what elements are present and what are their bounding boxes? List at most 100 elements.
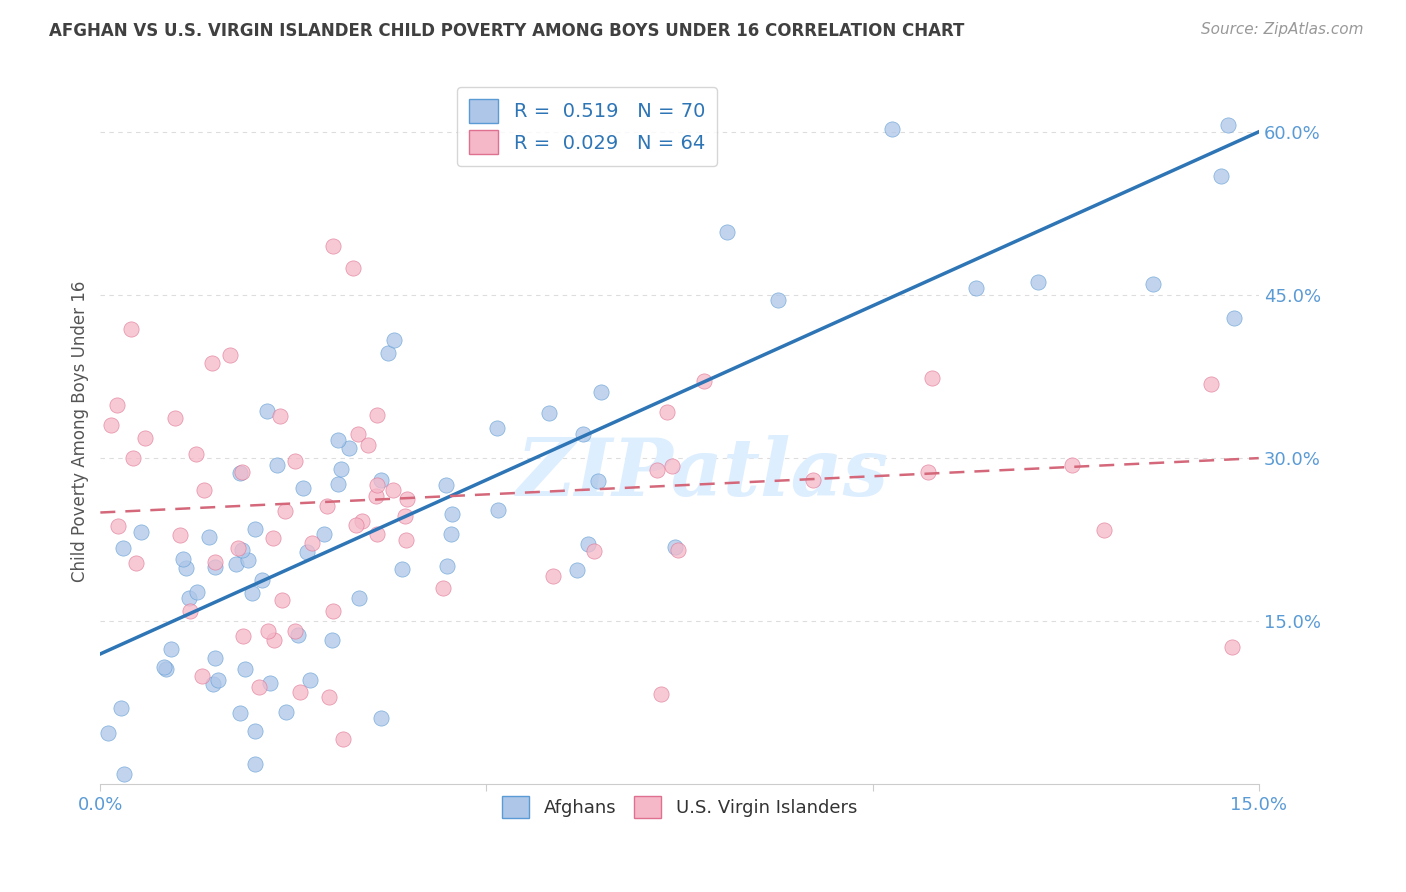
Point: [186, 585, 208, 599]
Point: [257, 624, 280, 639]
Point: [245, 522, 267, 536]
Point: [193, 483, 215, 498]
Point: [567, 563, 589, 577]
Point: [364, 489, 387, 503]
Point: [1092, 523, 1115, 537]
Point: [243, 723, 266, 738]
Point: [965, 280, 987, 294]
Point: [284, 624, 307, 639]
Point: [240, 586, 263, 600]
Point: [332, 732, 354, 747]
Point: [247, 681, 270, 695]
Point: [121, 450, 143, 465]
Point: [328, 477, 350, 491]
Point: [202, 676, 225, 690]
Point: [174, 561, 197, 575]
Point: [207, 673, 229, 688]
Point: [219, 348, 242, 362]
Point: [160, 642, 183, 657]
Point: [250, 573, 273, 587]
Point: [179, 591, 201, 606]
Point: [337, 441, 360, 455]
Point: [1209, 169, 1232, 183]
Point: [125, 556, 148, 570]
Point: [350, 514, 373, 528]
Point: [589, 384, 612, 399]
Point: [541, 569, 564, 583]
Point: [537, 407, 560, 421]
Point: [441, 507, 464, 521]
Point: [231, 542, 253, 557]
Point: [576, 537, 599, 551]
Point: [274, 503, 297, 517]
Point: [366, 478, 388, 492]
Text: ZIPatlas: ZIPatlas: [516, 434, 889, 512]
Point: [204, 560, 226, 574]
Point: [318, 690, 340, 704]
Point: [666, 543, 689, 558]
Point: [486, 503, 509, 517]
Point: [321, 633, 343, 648]
Point: [110, 701, 132, 715]
Y-axis label: Child Poverty Among Boys Under 16: Child Poverty Among Boys Under 16: [72, 280, 89, 582]
Point: [1060, 458, 1083, 473]
Point: [650, 687, 672, 701]
Point: [271, 593, 294, 607]
Point: [198, 529, 221, 543]
Point: [366, 527, 388, 541]
Point: [486, 421, 509, 435]
Point: [266, 458, 288, 473]
Point: [97, 726, 120, 740]
Point: [179, 604, 201, 618]
Point: [111, 541, 134, 555]
Point: [357, 438, 380, 452]
Point: [295, 545, 318, 559]
Point: [768, 293, 790, 307]
Point: [315, 499, 337, 513]
Point: [112, 766, 135, 780]
Point: [155, 662, 177, 676]
Point: [172, 552, 194, 566]
Point: [190, 669, 212, 683]
Point: [169, 527, 191, 541]
Point: [287, 627, 309, 641]
Point: [921, 370, 943, 384]
Point: [370, 711, 392, 725]
Point: [134, 430, 156, 444]
Point: [262, 531, 284, 545]
Point: [572, 427, 595, 442]
Point: [186, 447, 208, 461]
Point: [243, 756, 266, 771]
Point: [292, 481, 315, 495]
Point: [225, 557, 247, 571]
Point: [1220, 640, 1243, 654]
Point: [233, 662, 256, 676]
Point: [274, 705, 297, 719]
Point: [226, 541, 249, 556]
Point: [204, 555, 226, 569]
Point: [664, 541, 686, 555]
Point: [259, 676, 281, 690]
Point: [231, 465, 253, 479]
Point: [391, 562, 413, 576]
Point: [394, 509, 416, 524]
Point: [120, 322, 142, 336]
Point: [716, 225, 738, 239]
Point: [105, 398, 128, 412]
Point: [236, 552, 259, 566]
Point: [232, 629, 254, 643]
Point: [288, 685, 311, 699]
Point: [100, 418, 122, 433]
Point: [917, 465, 939, 479]
Point: [322, 604, 344, 618]
Point: [131, 524, 153, 539]
Point: [256, 404, 278, 418]
Point: [299, 673, 322, 687]
Text: Source: ZipAtlas.com: Source: ZipAtlas.com: [1201, 22, 1364, 37]
Point: [439, 527, 461, 541]
Point: [347, 591, 370, 605]
Point: [201, 356, 224, 370]
Point: [432, 581, 454, 595]
Point: [301, 536, 323, 550]
Point: [165, 411, 187, 425]
